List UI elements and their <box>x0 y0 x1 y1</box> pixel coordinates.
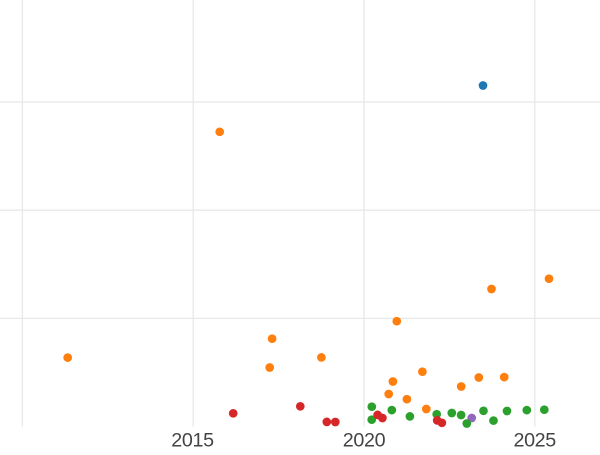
svg-text:2025: 2025 <box>513 430 556 451</box>
svg-text:2020: 2020 <box>343 430 386 451</box>
svg-text:2015: 2015 <box>171 430 214 451</box>
